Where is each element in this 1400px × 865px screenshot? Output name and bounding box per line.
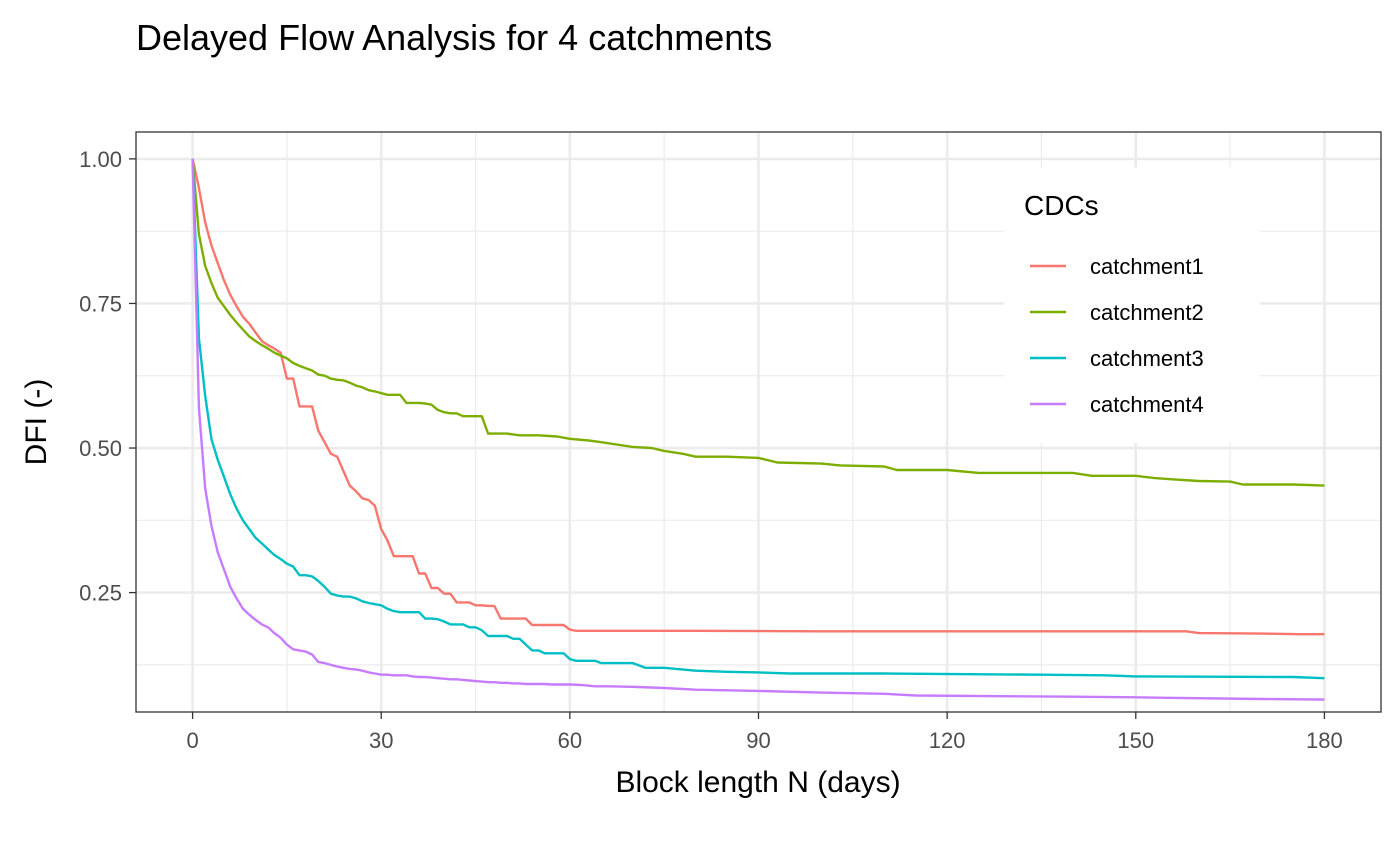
legend-items: catchment1 catchment2 catchment3 catchment4 — [1030, 254, 1204, 417]
legend-label-catchment4: catchment4 — [1090, 392, 1204, 417]
legend-label-catchment3: catchment3 — [1090, 346, 1204, 371]
legend-background — [1004, 168, 1260, 443]
chart-title: Delayed Flow Analysis for 4 catchments — [136, 17, 772, 58]
legend-label-catchment2: catchment2 — [1090, 300, 1204, 325]
legend-title: CDCs — [1024, 190, 1099, 221]
y-axis-label: DFI (-) — [20, 379, 53, 466]
x-tick-label: 150 — [1117, 728, 1154, 753]
legend-label-catchment1: catchment1 — [1090, 254, 1204, 279]
y-axis-ticks: 0.25 0.50 0.75 1.00 — [79, 147, 136, 606]
series-line-catchment4 — [191, 158, 1325, 701]
x-tick-label: 180 — [1306, 728, 1343, 753]
series-line-catchment1 — [191, 158, 1325, 636]
series-line-catchment2 — [191, 158, 1325, 487]
x-axis-ticks: 0 30 60 90 120 150 180 — [186, 712, 1343, 753]
x-axis-label: Block length N (days) — [615, 766, 900, 799]
x-tick-label: 60 — [558, 728, 582, 753]
series-line-catchment3 — [191, 158, 1325, 680]
x-tick-label: 0 — [186, 728, 198, 753]
y-tick-label: 0.25 — [79, 581, 122, 606]
x-tick-label: 90 — [746, 728, 770, 753]
y-tick-label: 1.00 — [79, 147, 122, 172]
y-tick-label: 0.75 — [79, 291, 122, 316]
major-gridlines — [136, 132, 1381, 712]
x-tick-label: 120 — [929, 728, 966, 753]
x-tick-label: 30 — [369, 728, 393, 753]
legend: CDCs catchment1catchment2catchment3catch… — [1004, 168, 1260, 443]
y-tick-label: 0.50 — [79, 436, 122, 461]
series-lines — [191, 158, 1325, 701]
